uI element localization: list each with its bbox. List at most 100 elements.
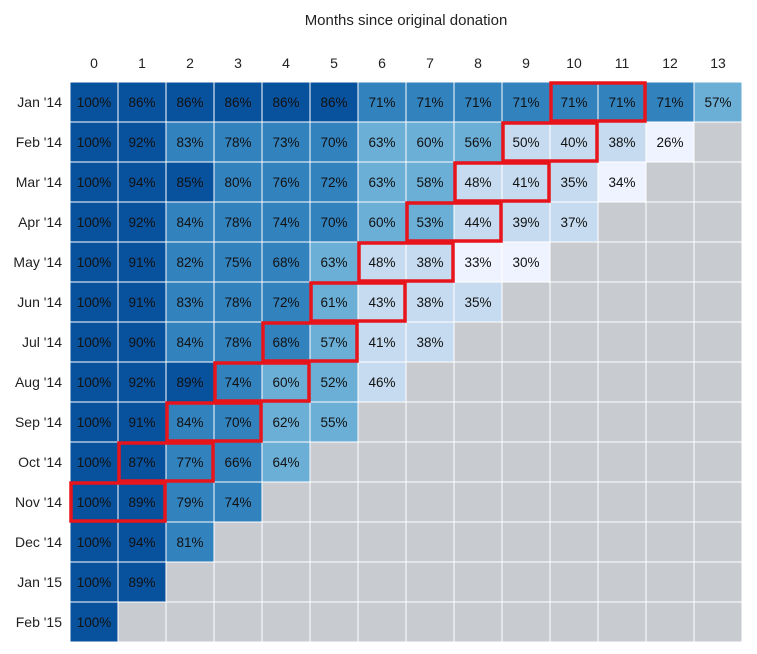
heatmap-cell — [693, 361, 743, 403]
cell-value-label: 56% — [464, 135, 491, 150]
heatmap-cell — [693, 161, 743, 203]
cell-value-label: 85% — [176, 175, 203, 190]
cell-value-label: 50% — [512, 135, 539, 150]
cell-value-label: 38% — [608, 135, 635, 150]
heatmap-cell — [405, 81, 455, 123]
cell-value-label: 94% — [128, 175, 155, 190]
cell-value-label: 64% — [272, 455, 299, 470]
cell-value-label: 38% — [416, 255, 443, 270]
cell-value-label: 91% — [128, 295, 155, 310]
heatmap-cell — [453, 281, 503, 323]
heatmap-cell — [309, 321, 359, 363]
cell-value-label: 70% — [320, 215, 347, 230]
heatmap-cell — [645, 281, 695, 323]
heatmap-cell — [165, 361, 215, 403]
heatmap-cell — [597, 81, 647, 123]
heatmap-cell — [597, 561, 647, 603]
heatmap-cell — [453, 601, 503, 643]
heatmap-cell — [693, 561, 743, 603]
heatmap-cell — [357, 81, 407, 123]
cell-value-label: 100% — [77, 255, 112, 270]
heatmap-cell — [261, 161, 311, 203]
cell-value-label: 100% — [77, 295, 112, 310]
cell-value-label: 57% — [320, 335, 347, 350]
heatmap-cell — [693, 121, 743, 163]
heatmap-cell — [549, 601, 599, 643]
heatmap-cell — [405, 521, 455, 563]
heatmap-cell — [693, 241, 743, 283]
cell-value-label: 60% — [272, 375, 299, 390]
y-tick-label: Feb '14 — [16, 134, 62, 150]
heatmap-cell — [645, 441, 695, 483]
heatmap-cell — [645, 401, 695, 443]
cell-value-label: 39% — [512, 215, 539, 230]
cell-value-label: 83% — [176, 135, 203, 150]
heatmap-cell — [117, 201, 167, 243]
cell-value-label: 76% — [272, 175, 299, 190]
cell-value-label: 86% — [272, 95, 299, 110]
heatmap-cell — [165, 561, 215, 603]
x-tick-label: 3 — [234, 55, 242, 71]
heatmap-cell — [501, 321, 551, 363]
heatmap-cell — [645, 201, 695, 243]
heatmap-cell — [501, 441, 551, 483]
cell-value-label: 62% — [272, 415, 299, 430]
cell-value-label: 100% — [77, 575, 112, 590]
heatmap-cell — [645, 481, 695, 523]
heatmap-cell — [261, 481, 311, 523]
heatmap-cell — [501, 401, 551, 443]
cell-value-label: 84% — [176, 215, 203, 230]
heatmap-cell — [357, 281, 407, 323]
heatmap-cell — [693, 201, 743, 243]
heatmap-cell — [501, 281, 551, 323]
cell-value-label: 55% — [320, 415, 347, 430]
heatmap-cell — [549, 481, 599, 523]
cell-value-label: 82% — [176, 255, 203, 270]
y-tick-label: Jan '14 — [17, 94, 62, 110]
cell-value-label: 71% — [512, 95, 539, 110]
heatmap-cell — [693, 521, 743, 563]
x-tick-label: 4 — [282, 55, 290, 71]
cell-value-label: 73% — [272, 135, 299, 150]
cell-value-label: 71% — [608, 95, 635, 110]
cell-value-label: 46% — [368, 375, 395, 390]
heatmap-cell — [69, 121, 119, 163]
heatmap-cell — [597, 521, 647, 563]
cell-value-label: 38% — [416, 335, 443, 350]
cell-value-label: 63% — [320, 255, 347, 270]
heatmap-cell — [357, 161, 407, 203]
cell-value-label: 100% — [77, 335, 112, 350]
cell-value-label: 72% — [272, 295, 299, 310]
heatmap-cell — [645, 521, 695, 563]
heatmap-cell — [597, 281, 647, 323]
heatmap-cell — [549, 561, 599, 603]
cell-value-label: 43% — [368, 295, 395, 310]
heatmap-cell — [549, 361, 599, 403]
heatmap-cell — [117, 161, 167, 203]
heatmap-cell — [597, 481, 647, 523]
heatmap-cell — [693, 401, 743, 443]
cell-value-label: 100% — [77, 135, 112, 150]
cell-value-label: 74% — [272, 215, 299, 230]
heatmap-cell — [645, 601, 695, 643]
cell-value-label: 89% — [128, 495, 155, 510]
y-tick-label: Aug '14 — [15, 374, 62, 390]
y-tick-label: Feb '15 — [16, 614, 62, 630]
heatmap-cell — [453, 481, 503, 523]
x-tick-label: 13 — [710, 55, 726, 71]
heatmap-cell — [549, 241, 599, 283]
heatmap-cell — [597, 201, 647, 243]
cell-value-label: 75% — [224, 255, 251, 270]
cell-value-label: 33% — [464, 255, 491, 270]
cell-value-label: 90% — [128, 335, 155, 350]
cell-value-label: 63% — [368, 135, 395, 150]
highlight-box — [309, 281, 407, 323]
heatmap-cell — [453, 561, 503, 603]
cell-value-label: 71% — [416, 95, 443, 110]
heatmap-cell — [549, 441, 599, 483]
y-tick-label: Sep '14 — [15, 414, 62, 430]
heatmap-cell — [405, 481, 455, 523]
cell-value-label: 100% — [77, 495, 112, 510]
y-tick-label: May '14 — [13, 254, 62, 270]
